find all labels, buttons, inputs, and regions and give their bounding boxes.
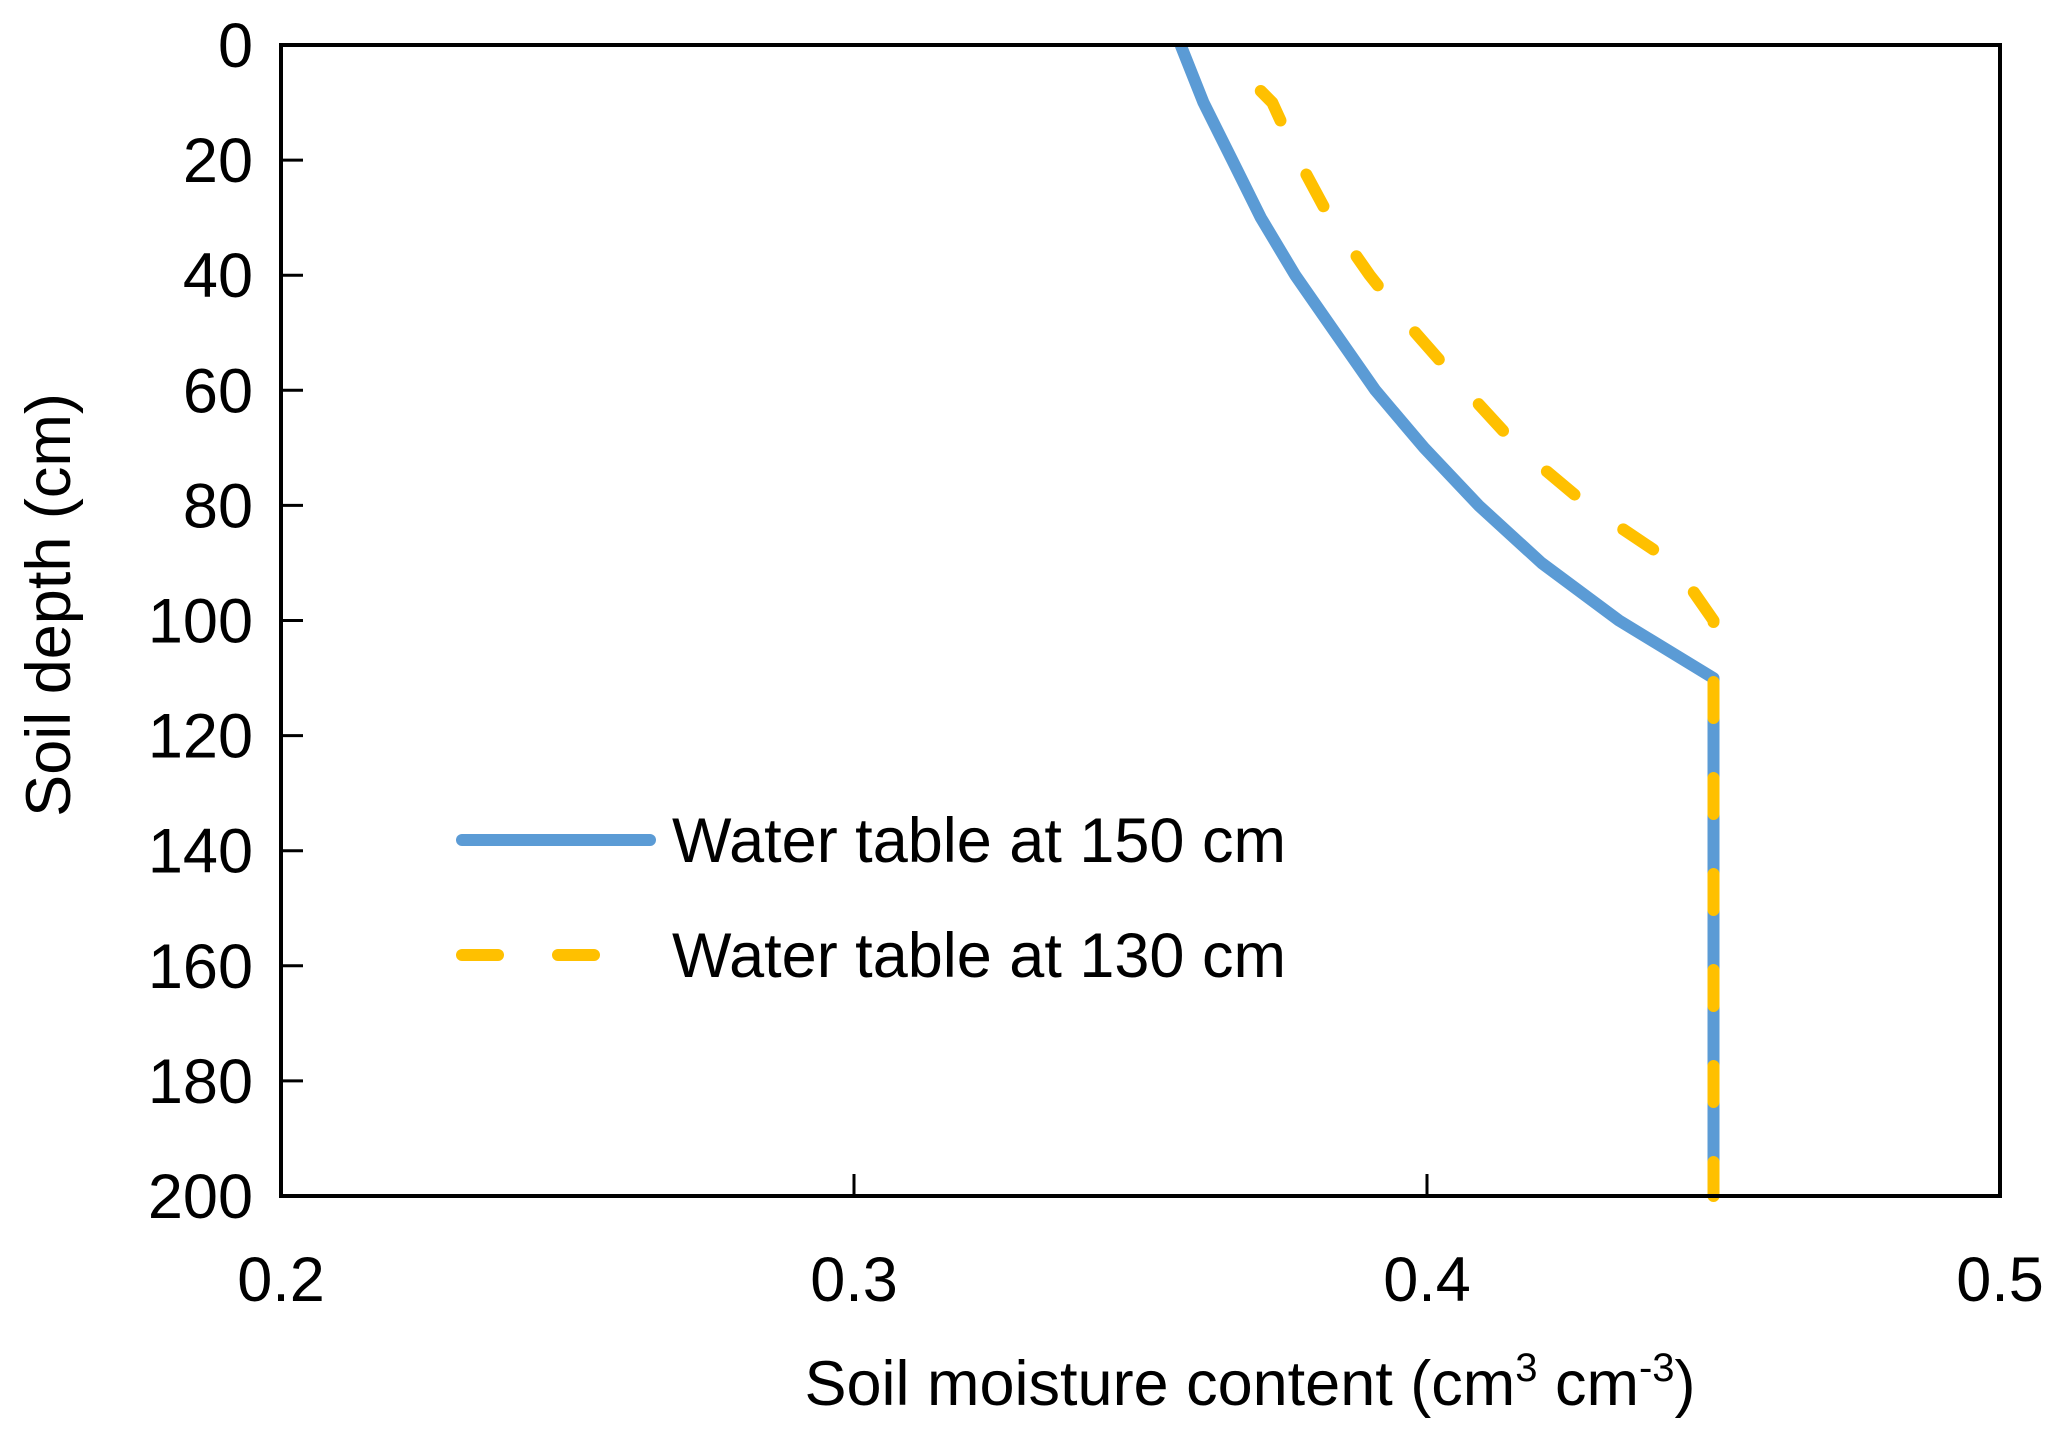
y-axis: 0 20 40 60 80 100 120 140 160 180 200 — [148, 11, 303, 1232]
plot-frame — [279, 43, 2002, 1198]
legend-label: Water table at 130 cm — [672, 921, 1286, 991]
y-tick-label: 40 — [183, 241, 253, 311]
y-tick-label: 200 — [148, 1162, 253, 1232]
y-tick-label: 60 — [183, 356, 253, 426]
x-axis: 0.2 0.3 0.4 0.5 — [237, 1174, 2044, 1315]
x-axis-label: Soil moisture content (cm3 cm-3) — [804, 1346, 1695, 1419]
y-tick-label: 120 — [148, 702, 253, 772]
series-layer — [1175, 42, 1720, 1202]
y-tick-label: 160 — [148, 932, 253, 1002]
series-line-1 — [1175, 42, 1720, 1196]
x-tick-label: 0.3 — [810, 1245, 898, 1315]
y-tick-label: 20 — [183, 126, 253, 196]
x-tick-label: 0.2 — [237, 1245, 325, 1315]
series-line-2 — [1254, 85, 1720, 1202]
y-tick-label: 80 — [183, 471, 253, 541]
y-tick-label: 100 — [148, 587, 253, 657]
x-tick-label: 0.4 — [1383, 1245, 1471, 1315]
y-tick-label: 180 — [148, 1047, 253, 1117]
y-axis-label: Soil depth (cm) — [14, 393, 84, 817]
x-tick-label: 0.5 — [1956, 1245, 2044, 1315]
y-tick-label: 0 — [218, 11, 253, 81]
y-tick-label: 140 — [148, 817, 253, 887]
legend: Water table at 150 cm Water table at 130 … — [456, 806, 1286, 991]
legend-label: Water table at 150 cm — [672, 806, 1286, 876]
